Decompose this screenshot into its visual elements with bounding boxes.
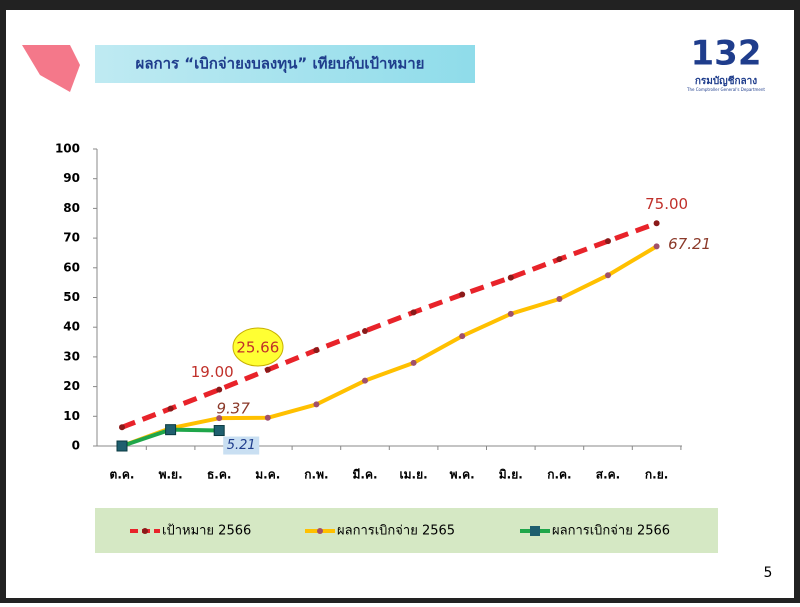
page-number: 5 [764, 565, 773, 581]
data-label: 5.21 [227, 438, 256, 453]
marker [167, 405, 174, 412]
marker [119, 424, 125, 431]
y-tick-label: 90 [63, 171, 80, 185]
x-tick-label: ม.ค. [255, 468, 280, 482]
y-tick-label: 10 [63, 409, 80, 423]
label-bg [223, 436, 260, 455]
slide-bg [6, 10, 794, 598]
marker [213, 425, 225, 437]
x-tick-label: มิ.ย. [499, 468, 523, 482]
legend-marker [530, 526, 540, 536]
x-tick-label: ส.ค. [596, 468, 620, 482]
y-tick-label: 70 [63, 231, 80, 245]
legend-marker [142, 528, 148, 534]
marker [116, 440, 128, 452]
x-tick-label: ก.พ. [304, 468, 328, 482]
logo-subtitle: The Comptroller General's Department [686, 87, 765, 92]
marker [605, 272, 611, 279]
marker [507, 310, 514, 317]
series-line [121, 220, 658, 430]
marker [653, 243, 660, 250]
logo-mark: 132 [691, 34, 762, 74]
marker [653, 220, 660, 227]
data-label: 67.21 [668, 235, 711, 253]
data-label: 75.00 [645, 195, 688, 213]
marker [605, 238, 611, 245]
legend-label: ผลการเบิกจ่าย 2565 [337, 524, 455, 539]
marker [313, 347, 320, 354]
x-tick-label: พ.ค. [450, 468, 475, 482]
marker [507, 274, 514, 281]
marker [165, 424, 177, 436]
marker [556, 256, 563, 263]
highlight [232, 327, 284, 367]
marker [216, 415, 223, 422]
x-tick-label: ก.ย. [645, 468, 668, 482]
marker [216, 386, 223, 393]
y-tick-label: 30 [63, 349, 80, 363]
marker [264, 366, 271, 373]
y-tick-label: 20 [63, 379, 80, 393]
data-label: 25.66 [236, 338, 279, 356]
legend-label: เป้าหมาย 2566 [162, 524, 251, 539]
title-box [95, 45, 475, 83]
x-tick-label: ธ.ค. [207, 468, 231, 482]
y-tick-label: 80 [63, 201, 80, 215]
logo-name: กรมบัญชีกลาง [695, 75, 757, 87]
y-tick-label: 40 [63, 320, 80, 334]
x-tick-label: พ.ย. [159, 468, 183, 482]
title-ornament [22, 45, 80, 92]
marker [410, 359, 417, 366]
y-tick-label: 50 [63, 290, 80, 304]
legend-box [95, 508, 718, 553]
x-tick-label: เม.ย. [400, 468, 428, 482]
marker [410, 309, 417, 316]
x-tick-label: มี.ค. [352, 468, 377, 482]
data-label: 9.37 [216, 400, 250, 418]
legend-marker [317, 528, 323, 534]
series-line [121, 244, 658, 448]
marker [362, 328, 368, 335]
y-tick-label: 0 [72, 439, 80, 453]
data-label: 19.00 [191, 363, 234, 381]
x-tick-label: ต.ค. [110, 468, 135, 482]
x-tick-label: ก.ค. [547, 468, 571, 482]
marker [362, 377, 368, 384]
y-tick-label: 100 [55, 142, 80, 156]
slide-title: ผลการ “เบิกจ่ายงบลงทุน” เทียบกับเป้าหมาย [136, 55, 425, 74]
marker [264, 414, 271, 421]
marker [313, 401, 320, 408]
marker [459, 291, 466, 298]
legend-label: ผลการเบิกจ่าย 2566 [552, 524, 670, 539]
marker [556, 295, 563, 302]
marker [459, 333, 466, 340]
y-tick-label: 60 [63, 260, 80, 274]
